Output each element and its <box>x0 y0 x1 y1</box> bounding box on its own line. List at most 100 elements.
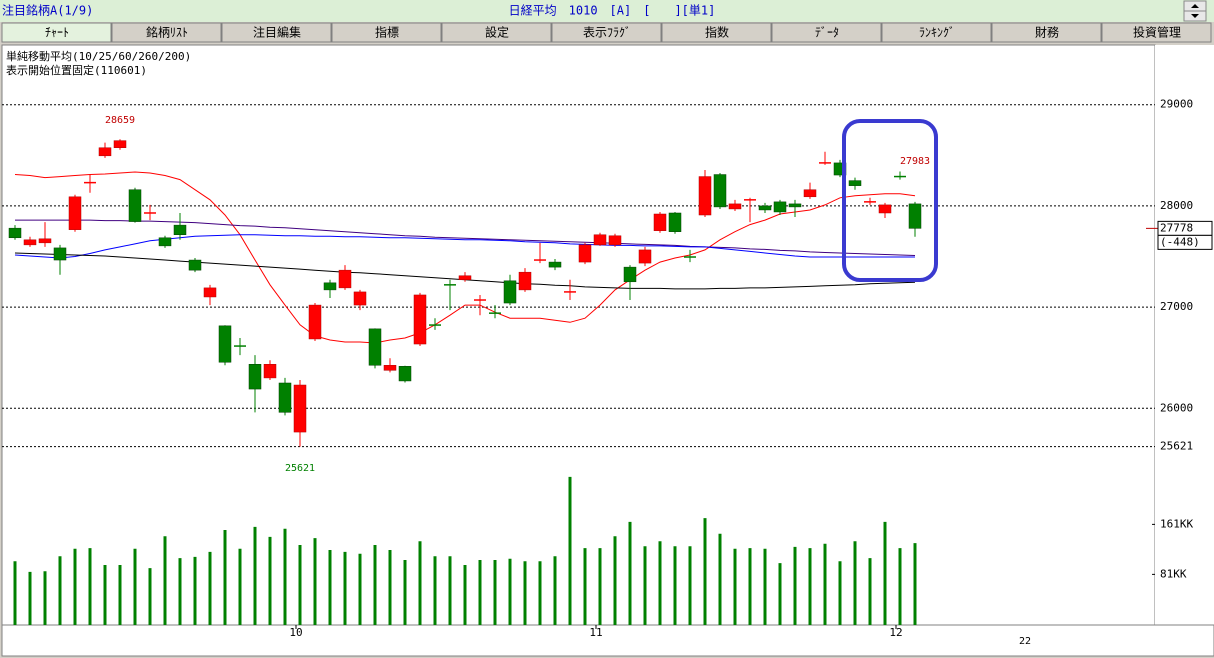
candle-body <box>53 247 67 261</box>
candle-body <box>788 203 802 208</box>
volume-bar <box>88 548 92 625</box>
volume-bar <box>673 546 677 625</box>
volume-bar <box>28 571 32 625</box>
volume-bar <box>298 545 302 625</box>
tab[interactable] <box>771 22 882 43</box>
tab[interactable] <box>441 22 552 43</box>
volume-bar <box>103 565 107 625</box>
volume-bar <box>148 568 152 625</box>
tab[interactable] <box>111 22 222 43</box>
volume-bar <box>913 543 917 625</box>
candle-body <box>38 238 52 244</box>
volume-bar <box>733 548 737 625</box>
tab-label: 指数 <box>705 25 729 40</box>
candle-body <box>458 275 472 281</box>
volume-bar <box>268 536 272 625</box>
volume-bar <box>193 556 197 625</box>
tab[interactable] <box>881 22 992 43</box>
volume-bar <box>223 530 227 625</box>
tab[interactable] <box>331 22 442 43</box>
tab[interactable] <box>1 22 112 43</box>
y-tick-label: 29000 <box>1160 98 1193 111</box>
volume-bar <box>793 546 797 625</box>
volume-bar <box>13 561 17 625</box>
volume-bar <box>628 521 632 625</box>
tab[interactable] <box>221 22 332 43</box>
highlight-box <box>842 119 938 282</box>
plot: 25621 26000 27000 28000 29000 81KK 161KK 10 11 12… <box>2 98 1213 647</box>
candle-body <box>908 203 922 229</box>
candle-body <box>728 203 742 210</box>
candle-body <box>623 266 637 283</box>
volume-bar <box>823 543 827 625</box>
tab[interactable] <box>661 22 772 43</box>
candle-body <box>413 294 427 345</box>
candle-body <box>368 328 382 366</box>
x-axis-panel <box>1 624 1214 657</box>
header-bar <box>0 0 1214 22</box>
x-extra-label: 22 <box>1019 636 1031 647</box>
volume-bar <box>463 565 467 625</box>
volume-bar <box>343 551 347 625</box>
tab[interactable] <box>551 22 662 43</box>
volume-bar <box>778 563 782 625</box>
volume-bar <box>388 550 392 625</box>
tab-label: 設定 <box>485 25 509 40</box>
moving-average <box>14 171 916 344</box>
candle-body <box>608 235 622 246</box>
candle-body <box>878 204 892 214</box>
candle-body <box>323 282 337 291</box>
tab-label: ﾁｬｰﾄ <box>45 26 69 40</box>
price-change: (-448) <box>1160 235 1200 248</box>
volume-bar <box>433 556 437 625</box>
moving-average <box>15 219 916 256</box>
volume-tick-label: 81KK <box>1160 567 1187 580</box>
volume-bar <box>598 548 602 625</box>
chart-panel <box>1 44 1156 626</box>
candle-body <box>113 140 127 148</box>
tab[interactable] <box>1101 22 1212 43</box>
volume-bar <box>133 548 137 625</box>
volume-bar <box>853 541 857 625</box>
candle-body <box>293 384 307 433</box>
candle-body <box>158 237 172 247</box>
volume-bar <box>43 571 47 625</box>
header-center: 日経平均 1010 [A] [ ][単1] <box>509 4 716 18</box>
volume-bar <box>763 548 767 625</box>
volume-bar <box>358 553 362 625</box>
volume-bar <box>328 550 332 625</box>
tab-label: 指標 <box>375 25 399 40</box>
tab[interactable] <box>991 22 1102 43</box>
tab-label: 表示ﾌﾗｸﾞ <box>583 26 631 40</box>
candle-body <box>503 280 517 304</box>
volume-bar <box>118 565 122 625</box>
candle-body <box>698 176 712 216</box>
volume-bar <box>838 561 842 625</box>
volume-bar <box>643 546 647 625</box>
volume-bar <box>718 533 722 625</box>
volume-bar <box>403 560 407 625</box>
volume-bar <box>703 518 707 625</box>
candle-body <box>263 364 277 379</box>
annotation: 27983 <box>900 156 930 167</box>
candle-body <box>848 180 862 186</box>
volume-bar <box>178 558 182 625</box>
volume-bar <box>448 556 452 625</box>
candle-body <box>338 269 352 289</box>
tab-label: 注目編集 <box>253 25 301 40</box>
volume-bar <box>898 548 902 625</box>
volume-bar <box>493 560 497 625</box>
candle-body <box>593 234 607 246</box>
candle-body <box>278 382 292 413</box>
x-tick-label: 11 <box>589 626 602 639</box>
volume-bar <box>658 541 662 625</box>
note: 表示開始位置固定(110601) <box>6 63 147 77</box>
volume-bar <box>883 521 887 625</box>
volume-bar <box>73 548 77 625</box>
candle-body <box>668 212 682 232</box>
candle-body <box>23 239 37 246</box>
candle-body <box>578 244 592 263</box>
candle-body <box>398 366 412 382</box>
